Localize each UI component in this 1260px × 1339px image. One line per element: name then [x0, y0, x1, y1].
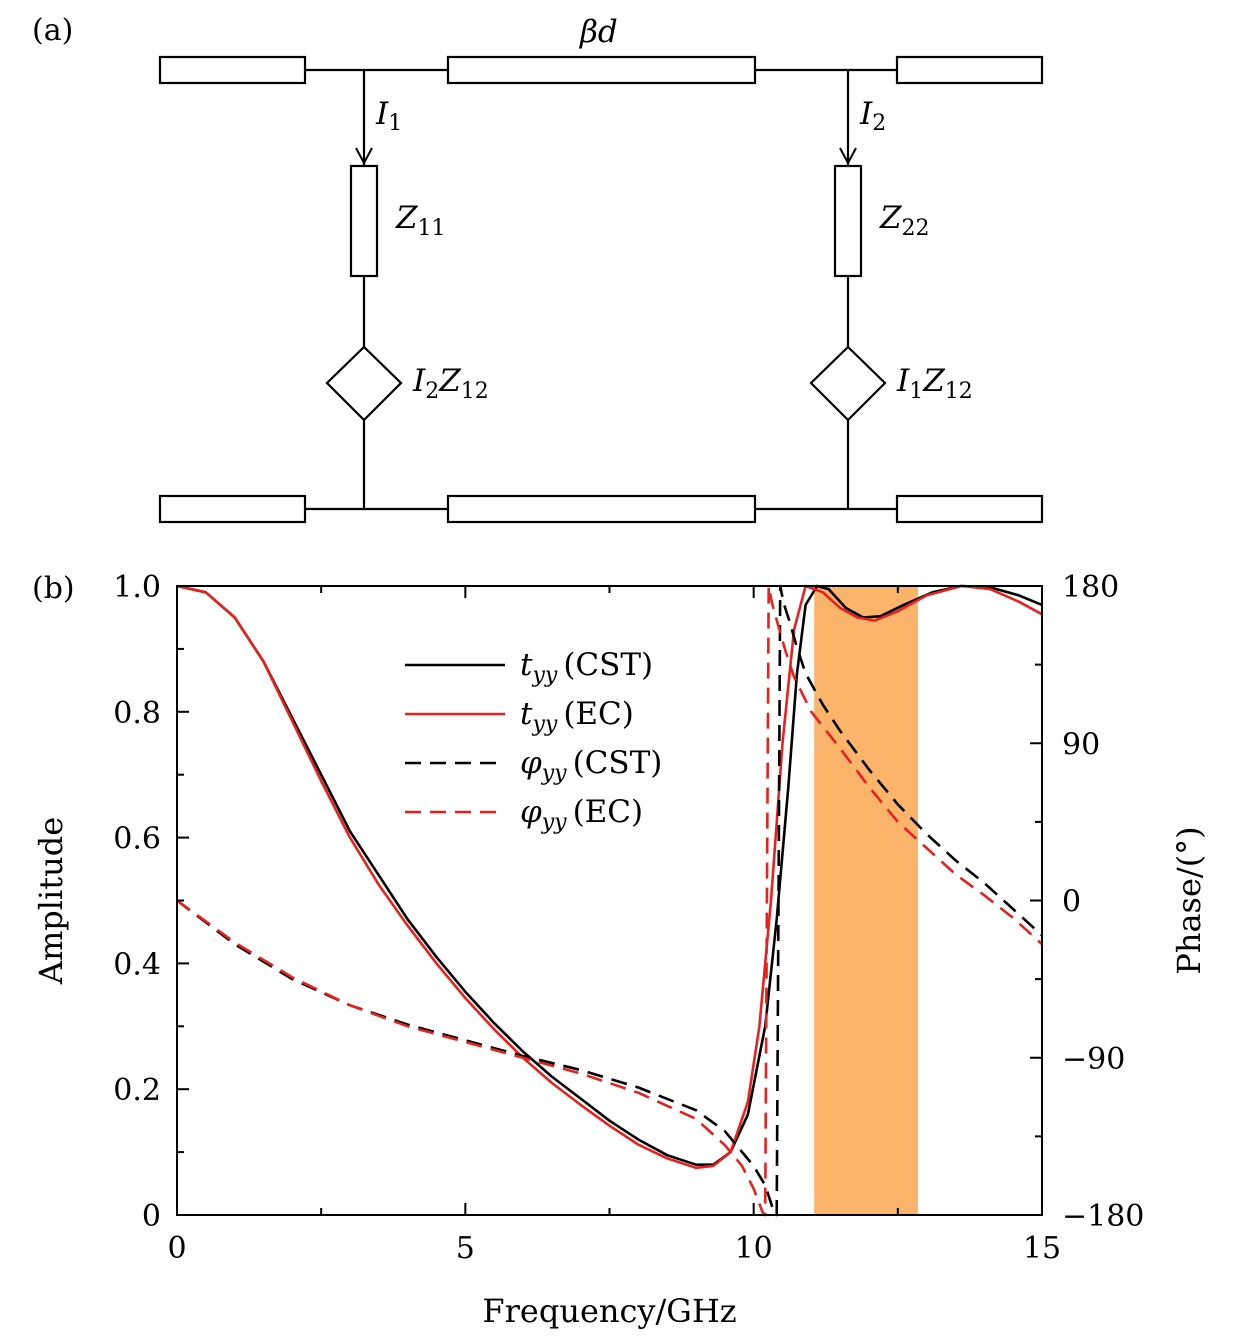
x-tick-label: 10 — [735, 1231, 773, 1266]
top-right-line-element — [895, 55, 1044, 85]
z22-label: Z22 — [879, 200, 930, 241]
panel-a-label: (a) — [32, 13, 73, 48]
y2-tick-label: −90 — [1062, 1042, 1125, 1077]
y2-tick-label: 0 — [1062, 885, 1081, 920]
circuit-diagram — [158, 55, 1044, 524]
legend: tyy (CST) tyy (EC) φyy (CST) φyy (EC) — [405, 647, 662, 835]
y-tick-label: 0.2 — [113, 1073, 161, 1108]
chart: 0 5 10 15 0 0.2 0.4 0.6 0.8 1.0 −180 −90 0 90 180 tyy(… — [32, 570, 1208, 1330]
series-line-2 — [176, 584, 1043, 1170]
legend-label: tyy (EC) — [520, 696, 634, 737]
legend-label: tyy (CST) — [520, 647, 653, 688]
y-tick-label: 1.0 — [113, 570, 161, 605]
bottom-left-line-element — [158, 494, 307, 524]
y-tick-label: 0.6 — [113, 822, 161, 857]
right-dependent-source-icon — [809, 345, 887, 422]
y2-tick-label: 90 — [1062, 727, 1100, 762]
legend-label: φyy (CST) — [520, 745, 662, 786]
highlight-band — [814, 586, 919, 1215]
y-tick-label: 0.8 — [113, 696, 161, 731]
bottom-middle-line-element — [446, 494, 757, 524]
y2-axis-title: Phase/(°) — [1170, 826, 1208, 974]
z11-label: Z11 — [395, 200, 446, 241]
right-source-label: I1Z12 — [896, 363, 973, 404]
top-left-line-element — [158, 55, 307, 85]
current-1-arrow-icon — [355, 147, 373, 166]
ticks-layer: 0 5 10 15 0 0.2 0.4 0.6 0.8 1.0 −180 −90 0 90 180 — [113, 570, 1144, 1266]
beta-d-label: βd — [579, 14, 618, 50]
y-tick-label: 0.4 — [113, 947, 161, 982]
x-tick-label: 5 — [456, 1231, 475, 1266]
current-1-label: I1 — [375, 96, 402, 136]
x-tick-label: 15 — [1023, 1231, 1061, 1266]
y2-tick-label: −180 — [1062, 1199, 1144, 1234]
bottom-right-line-element — [895, 494, 1044, 524]
left-source-label: I2Z12 — [412, 363, 489, 404]
x-axis-title: Frequency/GHz — [482, 1292, 736, 1330]
legend-label: φyy (EC) — [520, 794, 643, 835]
y-tick-label: 0 — [142, 1199, 161, 1234]
panel-b-label: (b) — [32, 571, 75, 606]
top-middle-line-element — [446, 55, 757, 85]
series-line-1 — [176, 584, 1043, 1166]
current-2-label: I2 — [859, 96, 886, 136]
z22-element — [833, 164, 863, 278]
current-2-arrow-icon — [839, 147, 857, 166]
y2-tick-label: 180 — [1062, 570, 1119, 605]
left-dependent-source-icon — [325, 345, 403, 422]
x-tick-label: 0 — [167, 1231, 186, 1266]
y-axis-title: Amplitude — [32, 817, 70, 985]
z11-element — [349, 164, 379, 278]
